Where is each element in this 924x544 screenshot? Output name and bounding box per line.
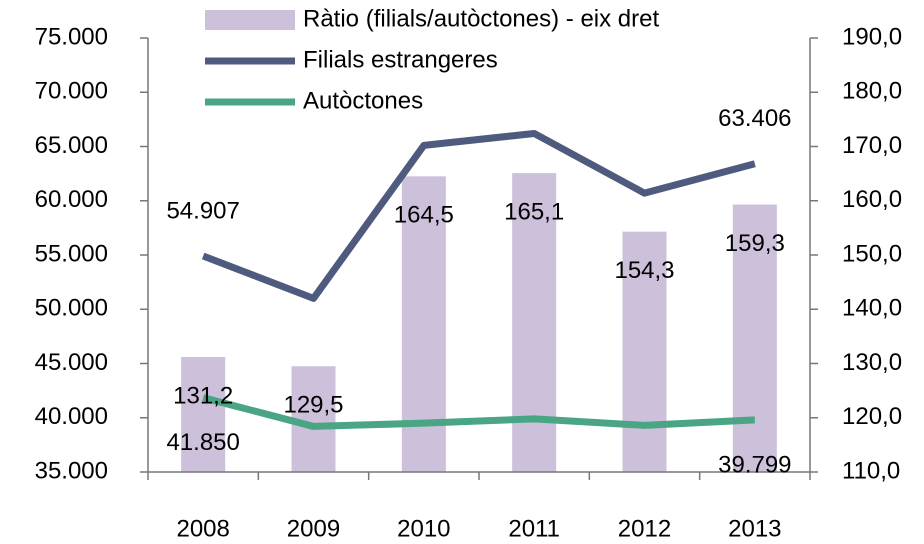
data-label: 164,5 xyxy=(394,202,454,229)
y2-tick-label: 190,0 xyxy=(842,23,902,50)
y-tick-label: 40.000 xyxy=(35,403,108,430)
y2-tick-label: 180,0 xyxy=(842,78,902,105)
y2-tick-label: 150,0 xyxy=(842,240,902,267)
y2-tick-label: 140,0 xyxy=(842,295,902,322)
y-tick-label: 65.000 xyxy=(35,132,108,159)
y-tick-label: 55.000 xyxy=(35,240,108,267)
line-series xyxy=(202,394,756,430)
data-label: 41.850 xyxy=(166,429,239,456)
y-tick-label: 45.000 xyxy=(35,349,108,376)
bar xyxy=(732,204,777,473)
bar xyxy=(622,231,667,472)
data-label: 54.907 xyxy=(166,197,239,224)
legend-label: Ràtio (filials/autòctones) - eix dret xyxy=(303,5,659,32)
y2-tick-label: 130,0 xyxy=(842,349,902,376)
data-label: 131,2 xyxy=(173,382,233,409)
data-label: 159,3 xyxy=(725,230,785,257)
legend-swatch xyxy=(205,10,295,30)
x-tick-label: 2012 xyxy=(618,515,671,542)
y-tick-label: 70.000 xyxy=(35,78,108,105)
y-tick-label: 60.000 xyxy=(35,186,108,213)
y-tick-label: 75.000 xyxy=(35,23,108,50)
legend-label: Autòctones xyxy=(303,87,423,114)
x-tick-label: 2010 xyxy=(397,515,450,542)
bar xyxy=(181,356,226,472)
y-tick-label: 50.000 xyxy=(35,295,108,322)
x-tick-label: 2008 xyxy=(176,515,229,542)
x-tick-label: 2009 xyxy=(287,515,340,542)
y2-tick-label: 170,0 xyxy=(842,132,902,159)
data-label: 165,1 xyxy=(504,198,564,225)
line-series xyxy=(201,129,756,302)
y2-tick-label: 120,0 xyxy=(842,403,902,430)
x-tick-label: 2011 xyxy=(508,515,560,542)
y2-tick-label: 160,0 xyxy=(842,186,902,213)
legend-label: Filials estrangeres xyxy=(303,46,498,73)
y2-tick-label: 110,0 xyxy=(842,457,900,484)
data-label: 39.799 xyxy=(718,451,791,478)
x-tick-label: 2013 xyxy=(728,515,781,542)
y-tick-label: 35.000 xyxy=(35,457,108,484)
data-label: 63.406 xyxy=(718,105,791,132)
data-label: 154,3 xyxy=(614,257,674,284)
data-label: 129,5 xyxy=(283,392,343,419)
